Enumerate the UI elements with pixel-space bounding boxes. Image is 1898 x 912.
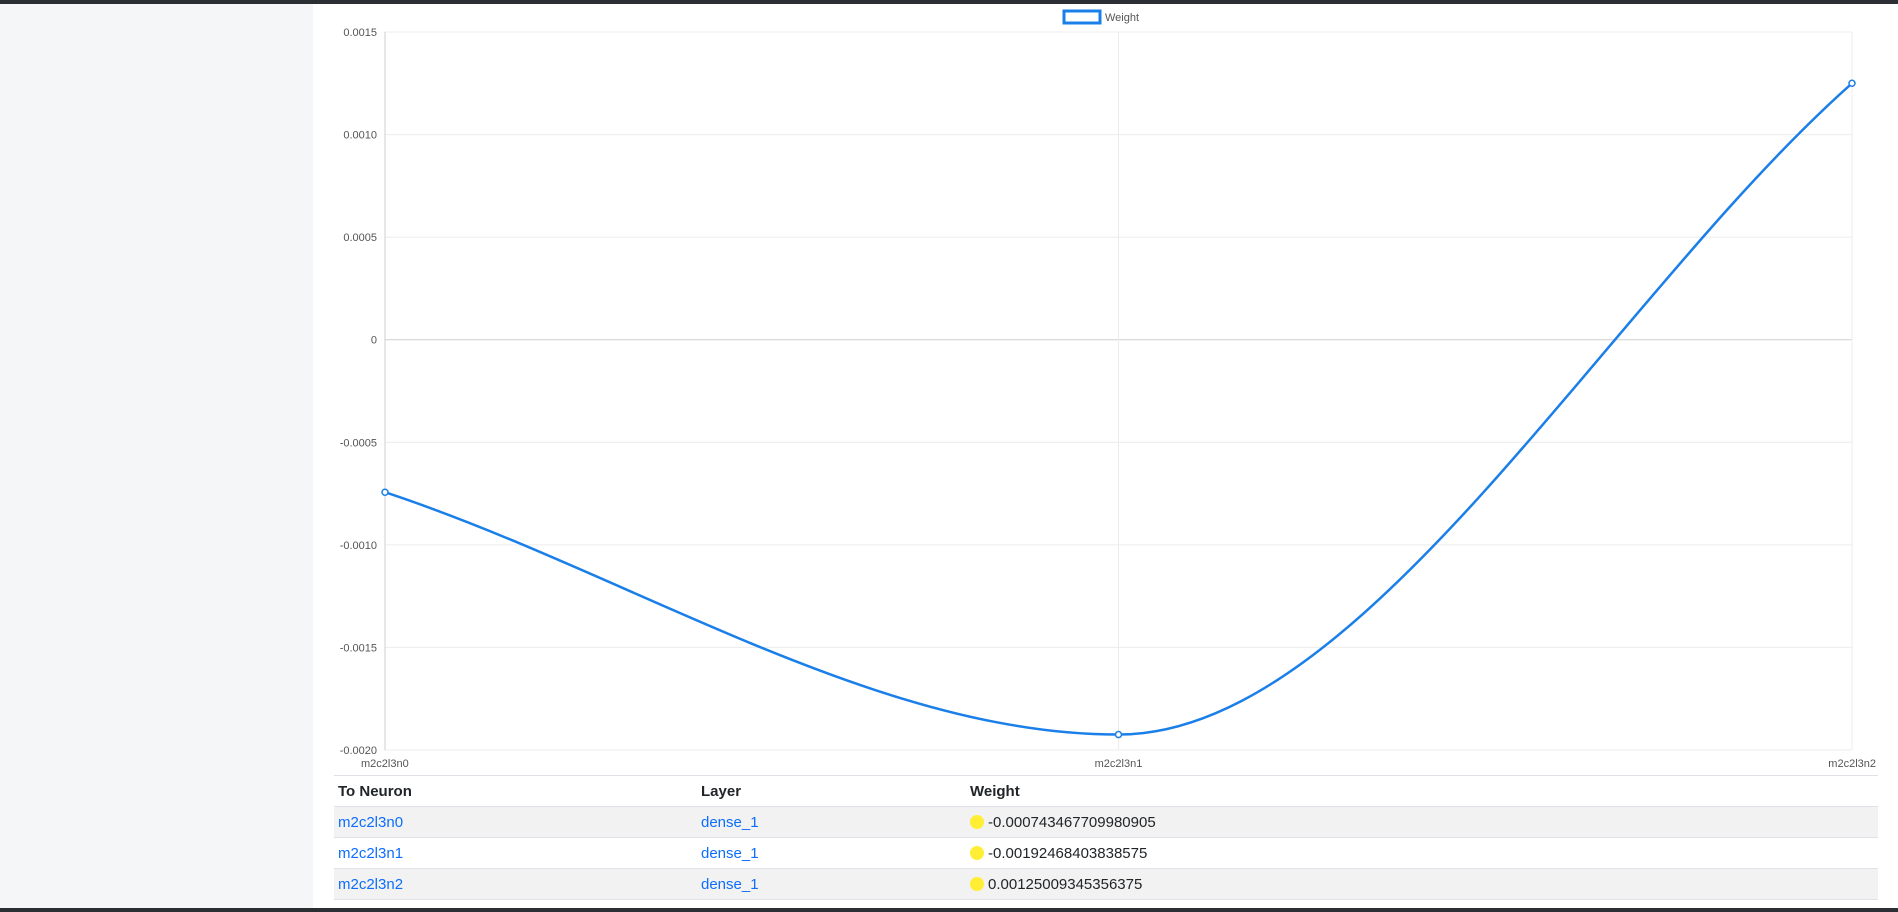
column-header-layer: Layer [701, 782, 742, 800]
layer-link[interactable]: dense_1 [701, 844, 759, 862]
sidebar [0, 4, 313, 908]
table-row: m2c2l3n0 dense_1 -0.000743467709980905 [334, 807, 1878, 838]
neuron-link[interactable]: m2c2l3n2 [338, 875, 404, 893]
series-line [384, 82, 1853, 736]
y-tick-label: 0 [371, 335, 377, 347]
data-point [381, 488, 389, 496]
column-header-to-neuron: To Neuron [338, 782, 412, 800]
y-tick-label: -0.0005 [340, 437, 377, 449]
weight-color-dot [970, 877, 984, 891]
bottom-border [0, 908, 1898, 912]
data-point [1848, 79, 1856, 88]
main-content [313, 4, 1898, 908]
y-tick-label: 0.0015 [343, 27, 377, 39]
top-border [0, 0, 1898, 4]
weight-color-dot [970, 815, 984, 829]
column-header-weight: Weight [970, 782, 1020, 800]
neuron-link[interactable]: m2c2l3n1 [338, 844, 404, 862]
weight-value: -0.00192468403838575 [988, 844, 1148, 862]
weight-value: -0.000743467709980905 [988, 813, 1156, 831]
legend-swatch [1062, 9, 1102, 25]
table-row: m2c2l3n1 dense_1 -0.00192468403838575 [334, 838, 1878, 869]
x-tick-label: m2c2l3n1 [1095, 758, 1143, 770]
weights-table: To Neuron Layer Weight m2c2l3n0 dense_1 … [334, 775, 1878, 900]
weight-color-dot [970, 846, 984, 860]
x-tick-label: m2c2l3n0 [361, 758, 409, 770]
table-row: m2c2l3n2 dense_1 0.00125009345356375 [334, 869, 1878, 900]
y-tick-label: -0.0015 [340, 642, 377, 654]
y-tick-label: -0.0010 [340, 540, 377, 552]
y-tick-label: 0.0005 [343, 232, 377, 244]
weight-line-chart: 0.0015 0.0010 0.0005 0 -0.0005 -0.0010 -0.0015… [340, 9, 1876, 770]
y-tick-label: -0.0020 [340, 745, 377, 757]
legend-label: Weight [1105, 12, 1139, 24]
weight-value: 0.00125009345356375 [988, 875, 1143, 893]
data-point [1114, 730, 1123, 739]
neuron-link[interactable]: m2c2l3n0 [338, 813, 404, 831]
table-header-row: To Neuron Layer Weight [334, 776, 1878, 807]
y-tick-label: 0.0010 [343, 130, 377, 142]
x-tick-label: m2c2l3n2 [1828, 758, 1876, 770]
layer-link[interactable]: dense_1 [701, 875, 759, 893]
layer-link[interactable]: dense_1 [701, 813, 759, 831]
